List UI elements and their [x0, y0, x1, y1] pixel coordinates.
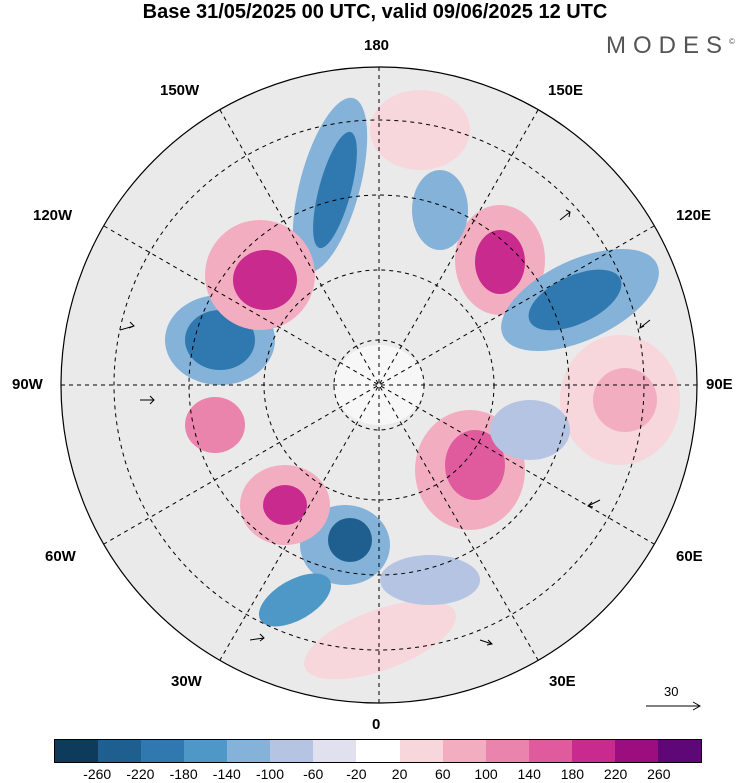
colorbar-tick-label: 60	[435, 766, 451, 782]
high-anomaly-1-core	[233, 250, 297, 310]
colorbar-swatch	[98, 740, 142, 762]
colorbar-tick-label: 260	[647, 766, 671, 782]
label-30e: 30E	[549, 673, 576, 690]
colorbar	[54, 739, 702, 763]
wind-vectors	[119, 209, 651, 646]
wind-arrow	[479, 639, 494, 646]
high-anomaly-4-core	[445, 430, 505, 500]
vector-scale-label: 30	[664, 684, 679, 699]
wind-arrow	[639, 319, 651, 329]
high-anomaly-5-core	[263, 485, 307, 525]
colorbar-tick-label: -140	[212, 766, 241, 782]
parallel-mid	[188, 194, 570, 576]
map-title: Base 31/05/2025 00 UTC, valid 09/06/2025…	[142, 1, 608, 23]
low-anomaly-5-core	[328, 518, 372, 562]
colorbar-swatch	[614, 740, 658, 762]
high-anomaly-3-core	[593, 368, 657, 432]
high-anomaly-6	[185, 397, 245, 453]
colorbar-tick-label: -180	[169, 766, 198, 782]
colorbar-swatch	[55, 740, 99, 762]
colorbar-tick-label: 180	[560, 766, 585, 782]
graticule	[61, 67, 697, 703]
wind-arrow	[119, 321, 135, 331]
colorbar-swatch	[270, 740, 314, 762]
colorbar-swatch	[528, 740, 572, 762]
colorbar-swatch	[442, 740, 486, 762]
low-anomaly-6	[258, 573, 332, 627]
meridian-120w-60e	[103, 225, 655, 545]
wind-arrow	[586, 499, 601, 508]
label-150e: 150E	[548, 82, 584, 99]
label-120e: 120E	[676, 207, 712, 224]
low-anomaly-4	[412, 170, 468, 250]
colorbar-tick-label: 100	[474, 766, 498, 782]
colorbar-swatch	[227, 740, 271, 762]
colorbar-tick-label: -260	[83, 766, 112, 782]
wind-arrow	[249, 633, 265, 642]
label-60w: 60W	[45, 548, 76, 565]
colorbar-tick-label: 220	[603, 766, 628, 782]
modes-logo: MODES©	[606, 32, 735, 60]
label-120w: 120W	[33, 207, 73, 224]
colorbar-swatch	[657, 740, 701, 762]
label-180: 180	[364, 37, 390, 54]
pole-field	[334, 345, 424, 425]
low-anomaly-3-core	[528, 269, 622, 331]
meridian-150w-30e	[219, 109, 539, 661]
reference-vector-head	[692, 701, 702, 711]
reference-vector	[646, 701, 702, 711]
colorbar-swatch	[485, 740, 529, 762]
label-90e: 90E	[706, 376, 733, 393]
map-border	[60, 66, 698, 704]
parallel-polar	[333, 339, 425, 431]
parallel-inner	[263, 269, 495, 501]
colorbar-swatch	[141, 740, 185, 762]
colorbar-swatch	[313, 740, 357, 762]
colorbar-ticks: -260 -220 -180 -140 -100 -60 -20 20 60 100 140 180 2…	[54, 766, 702, 783]
wind-arrow	[140, 395, 155, 405]
colorbar-swatch	[571, 740, 615, 762]
label-60e: 60E	[676, 548, 703, 565]
wind-arrow	[559, 209, 571, 221]
low-anomaly-1-core	[313, 131, 357, 249]
high-anomaly-7	[370, 90, 470, 170]
colorbar-tick-label: -60	[303, 766, 324, 782]
colorbar-swatch	[184, 740, 228, 762]
meridian-150e-30w	[219, 109, 539, 661]
colorbar-tick-label: -100	[255, 766, 285, 782]
low-anomaly-7	[490, 400, 570, 460]
logo-mark: ©	[729, 37, 735, 46]
colorbar-tick-label: 20	[391, 766, 408, 782]
colorbar-tick-label: -220	[126, 766, 155, 782]
colorbar-swatch	[399, 740, 443, 762]
label-0: 0	[372, 716, 381, 733]
colorbar-tick-label: 140	[517, 766, 541, 782]
low-anomaly-8	[380, 555, 480, 605]
logo-text: MODES	[606, 32, 730, 59]
high-anomaly-8	[304, 600, 456, 680]
colorbar-swatch	[356, 740, 400, 762]
label-90w: 90W	[12, 376, 43, 393]
meridian-120e-60w	[103, 225, 655, 545]
label-150w: 150W	[160, 82, 200, 99]
high-anomaly-2-core	[475, 230, 525, 294]
colorbar-tick-label: -20	[346, 766, 367, 782]
label-30w: 30W	[171, 673, 202, 690]
parallel-outer	[113, 119, 645, 651]
map-disk	[61, 67, 697, 703]
